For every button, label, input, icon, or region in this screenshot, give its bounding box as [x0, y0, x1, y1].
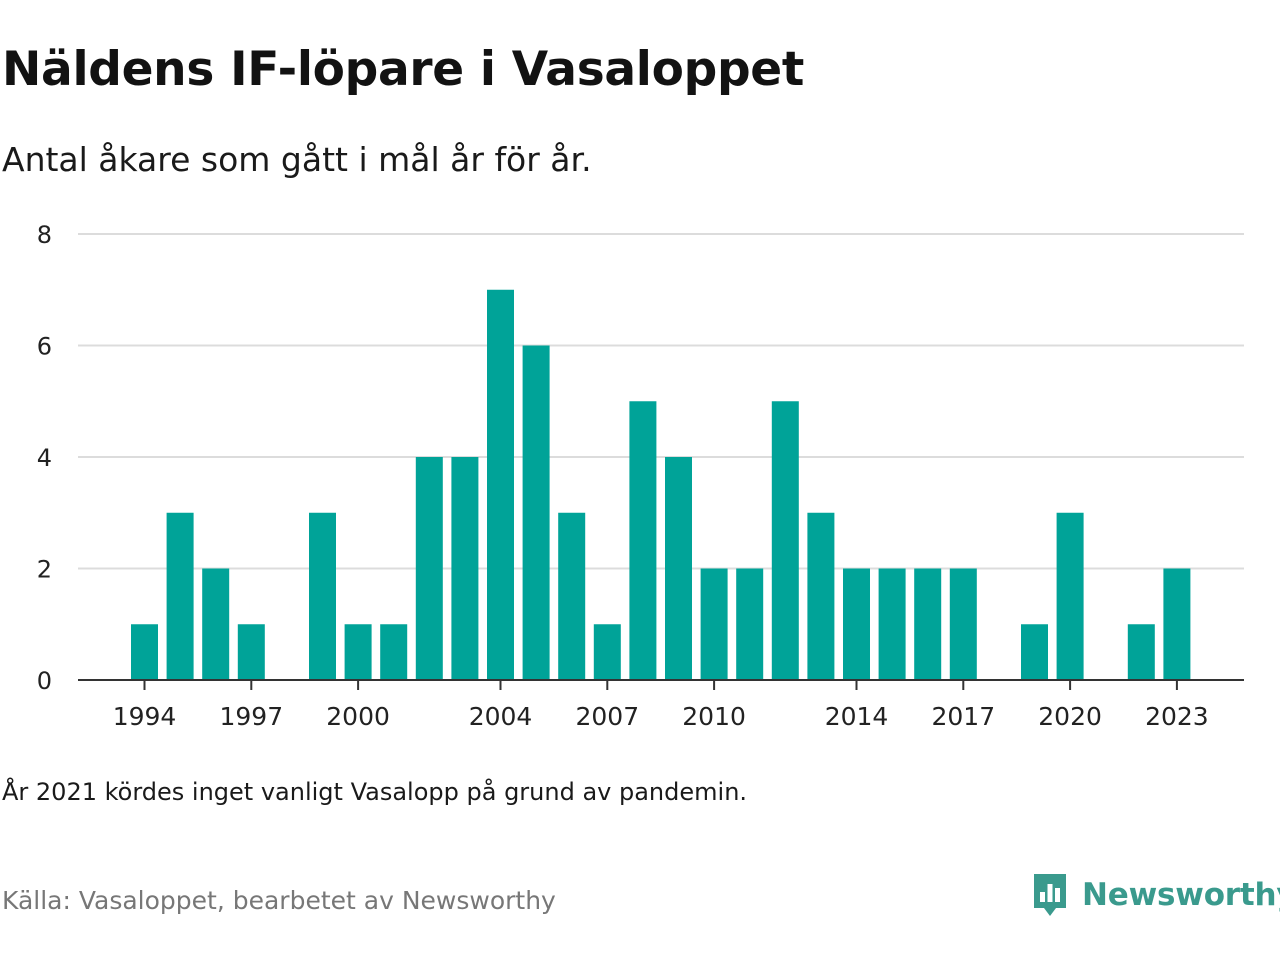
- bar: [1021, 624, 1048, 680]
- bar: [1127, 624, 1155, 680]
- bar: [522, 345, 550, 680]
- bar: [344, 624, 372, 680]
- y-tick-label: 8: [37, 221, 52, 249]
- bar: [914, 568, 942, 680]
- newsworthy-logo: Newsworthy: [1030, 870, 1280, 920]
- x-tick-label: 2020: [1038, 702, 1102, 731]
- chart-note: År 2021 kördes inget vanligt Vasalopp på…: [2, 778, 748, 806]
- y-tick-label: 4: [37, 444, 52, 472]
- bar: [309, 512, 336, 680]
- bar: [736, 568, 764, 680]
- x-tick-label: 1997: [219, 702, 283, 731]
- chart-title: Näldens IF-löpare i Vasaloppet: [2, 42, 805, 97]
- y-tick-label: 2: [37, 556, 52, 584]
- bar: [771, 401, 799, 680]
- x-tick-label: 1994: [113, 702, 177, 731]
- x-tick-label: 2014: [825, 702, 889, 731]
- bar: [380, 624, 408, 680]
- bar: [949, 568, 977, 680]
- newsworthy-logo-text: Newsworthy: [1082, 877, 1280, 913]
- y-tick-label: 6: [37, 333, 52, 361]
- x-tick-label: 2010: [682, 702, 746, 731]
- bar: [700, 568, 728, 680]
- bar: [558, 512, 586, 680]
- gridlines: [78, 233, 1244, 570]
- bar: [131, 624, 158, 680]
- bar: [1056, 512, 1084, 680]
- bar: [202, 568, 230, 680]
- axes: 0 2 4 6 8 1994 1997 2000 2004 2007 2010 2014 2017 202…: [37, 221, 1244, 731]
- bar: [451, 457, 479, 680]
- bar-chart: 0 2 4 6 8 1994 1997 2000 2004 2007 2010 2014 2017 202…: [37, 221, 1244, 731]
- bars: [131, 289, 1191, 680]
- bar: [237, 624, 265, 680]
- x-tick-label: 2017: [931, 702, 995, 731]
- source-credit: Källa: Vasaloppet, bearbetet av Newswort…: [2, 886, 556, 915]
- chart-subtitle: Antal åkare som gått i mål år för år.: [2, 140, 592, 179]
- bar: [166, 512, 194, 680]
- bar: [593, 624, 621, 680]
- x-tick-label: 2023: [1145, 702, 1209, 731]
- bar: [1163, 568, 1191, 680]
- x-tick-label: 2007: [575, 702, 639, 731]
- y-tick-label: 0: [37, 667, 52, 695]
- bar: [843, 568, 870, 680]
- bar: [665, 457, 692, 680]
- bar: [807, 512, 835, 680]
- newsworthy-logo-icon: [1034, 874, 1066, 916]
- bar: [487, 289, 514, 680]
- bar: [629, 401, 657, 680]
- bar: [878, 568, 906, 680]
- x-tick-label: 2004: [469, 702, 533, 731]
- x-tick-label: 2000: [326, 702, 390, 731]
- bar: [415, 457, 443, 680]
